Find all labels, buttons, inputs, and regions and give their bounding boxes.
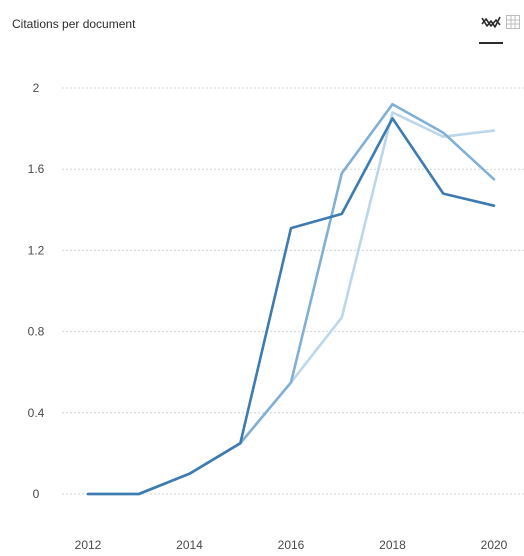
table-grid-icon (506, 15, 520, 29)
y-tick-label: 1.6 (28, 162, 45, 176)
series-line-3[interactable] (86, 117, 496, 496)
chart-title: Citations per document (12, 17, 136, 31)
series-line-2[interactable] (86, 102, 496, 496)
x-axis-ticks: 2012 2014 2016 2018 2020 (75, 538, 508, 552)
y-tick-label: 0.4 (28, 406, 45, 420)
x-tick-label: 2020 (481, 538, 508, 552)
view-toggle (476, 8, 524, 44)
x-tick-label: 2012 (75, 538, 102, 552)
series-lines (86, 102, 496, 496)
x-tick-label: 2016 (278, 538, 305, 552)
x-tick-label: 2018 (379, 538, 406, 552)
y-tick-label: 0.8 (28, 325, 45, 339)
y-tick-label: 2 (33, 81, 40, 95)
x-tick-label: 2014 (176, 538, 203, 552)
line-view-button[interactable] (476, 8, 506, 44)
y-tick-label: 1.2 (28, 243, 45, 257)
line-chart-icon (481, 16, 501, 28)
gridlines (62, 87, 524, 495)
y-axis-ticks: 0 0.4 0.8 1.2 1.6 2 (28, 81, 45, 501)
y-tick-label: 0 (33, 487, 40, 501)
table-view-button[interactable] (506, 8, 524, 44)
